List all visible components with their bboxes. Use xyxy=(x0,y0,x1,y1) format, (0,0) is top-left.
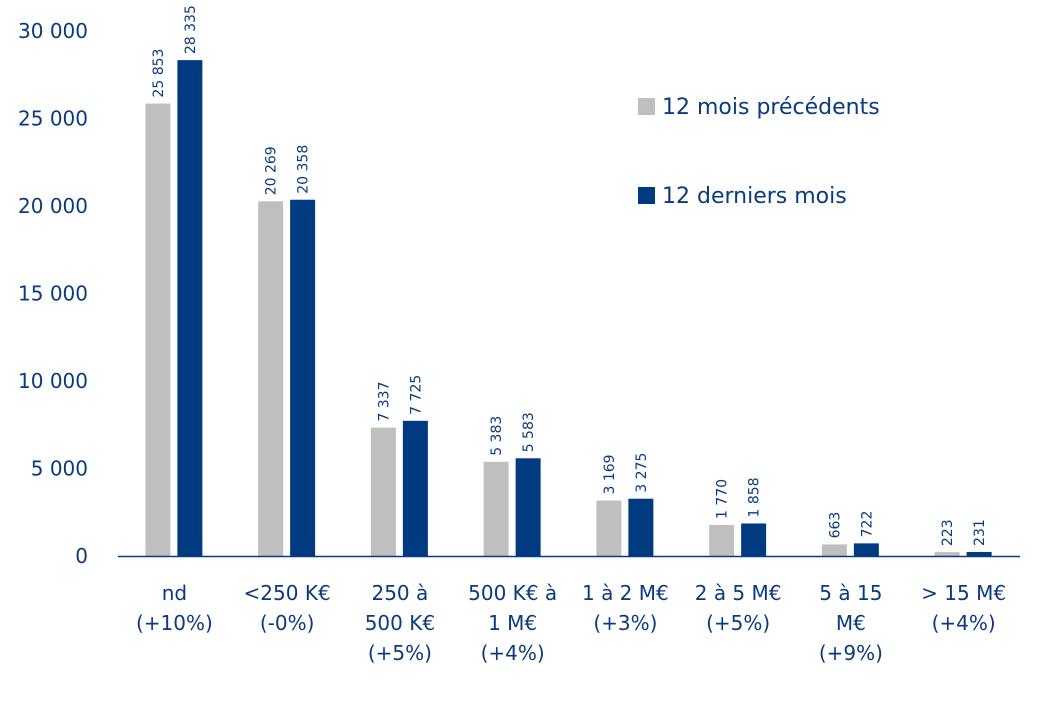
x-tick-label: nd xyxy=(162,581,187,605)
bar-last-12-months xyxy=(853,543,879,556)
bar-last-12-months xyxy=(741,523,767,556)
y-tick-label: 25 000 xyxy=(18,107,88,131)
x-tick-label: > 15 M€ xyxy=(921,581,1006,605)
x-tick-label: <250 K€ xyxy=(244,581,331,605)
bar-previous-12-months xyxy=(596,500,622,556)
y-tick-label: 15 000 xyxy=(18,282,88,306)
y-tick-label: 5 000 xyxy=(31,457,88,481)
y-axis: 0 5 000 10 000 15 000 20 000 25 000 30 000 xyxy=(18,19,88,568)
bar-previous-12-months xyxy=(258,201,284,557)
y-tick-label: 30 000 xyxy=(18,19,88,43)
data-label: 20 358 xyxy=(296,145,312,194)
data-label: 3 275 xyxy=(634,453,650,493)
legend-swatch xyxy=(638,187,655,204)
x-tick-label: 2 à 5 M€ xyxy=(695,581,782,605)
data-label: 28 335 xyxy=(183,5,199,54)
x-tick-label: (+3%) xyxy=(593,611,657,635)
x-axis: nd (+10%) <250 K€ (-0%) 250 à 500 K€ (+5%) 500 … xyxy=(118,555,1020,665)
y-tick-label: 10 000 xyxy=(18,369,88,393)
legend-swatch xyxy=(638,98,655,115)
x-tick-label: (+5%) xyxy=(368,641,432,665)
data-label: 1 858 xyxy=(747,477,763,517)
bar-previous-12-months xyxy=(934,552,960,556)
bar-last-12-months xyxy=(966,551,992,556)
data-label: 722 xyxy=(859,511,875,538)
data-label: 7 337 xyxy=(376,382,392,422)
bar-last-12-months xyxy=(628,498,654,556)
x-tick-label: (+5%) xyxy=(706,611,770,635)
x-tick-label: 1 M€ xyxy=(488,611,537,635)
legend-label: 12 derniers mois xyxy=(662,184,847,209)
y-tick-label: 20 000 xyxy=(18,194,88,218)
bar-previous-12-months xyxy=(145,103,171,556)
x-tick-label: (+4%) xyxy=(932,611,996,635)
data-label: 7 725 xyxy=(408,375,424,415)
bar-last-12-months xyxy=(290,199,316,557)
x-tick-label: M€ xyxy=(836,611,866,635)
bar-previous-12-months xyxy=(370,427,396,556)
bar-last-12-months xyxy=(402,420,428,556)
x-tick-label: (+9%) xyxy=(819,641,883,665)
x-tick-label: (+4%) xyxy=(481,641,545,665)
x-tick-label: 5 à 15 xyxy=(819,581,882,605)
x-tick-label: 500 K€ xyxy=(365,611,435,635)
data-label: 5 583 xyxy=(521,412,537,452)
legend-label: 12 mois précédents xyxy=(662,95,880,120)
data-label: 231 xyxy=(972,519,988,546)
bar-previous-12-months xyxy=(821,544,847,556)
x-tick-label: 250 à xyxy=(371,581,428,605)
x-tick-label: (+10%) xyxy=(136,611,213,635)
data-label: 663 xyxy=(827,512,843,539)
bar-previous-12-months xyxy=(483,461,509,556)
x-tick-label: 1 à 2 M€ xyxy=(582,581,669,605)
x-tick-label: (-0%) xyxy=(260,611,315,635)
y-tick-label: 0 xyxy=(75,544,88,568)
legend: 12 mois précédents 12 derniers mois xyxy=(638,95,880,209)
bar-previous-12-months xyxy=(709,525,735,556)
bar-last-12-months xyxy=(177,60,203,556)
data-label: 25 853 xyxy=(151,49,167,98)
bars: 25 853 28 335 20 269 20 358 7 337 7 725 5 383 5… xyxy=(145,5,992,557)
x-tick-label: 500 K€ à xyxy=(468,581,557,605)
bar-last-12-months xyxy=(515,458,541,556)
data-label: 223 xyxy=(940,519,956,546)
data-label: 3 169 xyxy=(602,454,618,494)
data-label: 20 269 xyxy=(264,146,280,195)
data-label: 5 383 xyxy=(489,416,505,456)
data-label: 1 770 xyxy=(715,479,731,519)
